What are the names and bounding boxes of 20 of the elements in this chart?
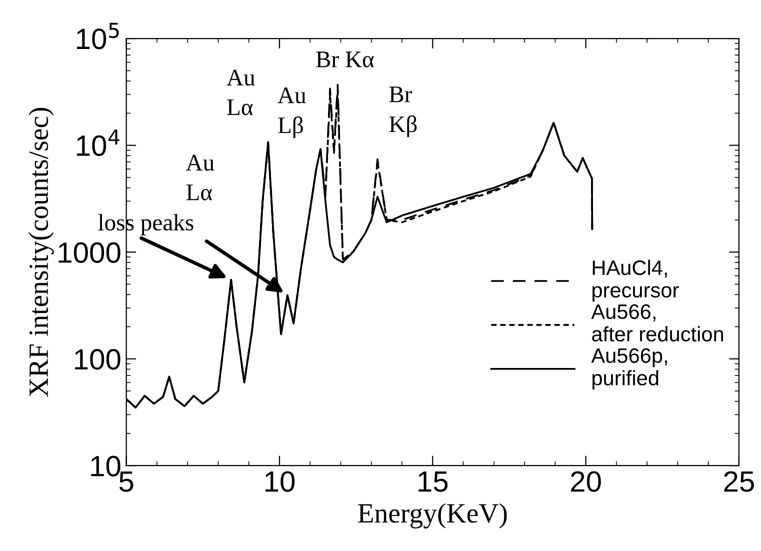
x-axis-title: Energy(KeV): [358, 503, 507, 528]
legend-label: HAuCl4, precursor: [592, 260, 679, 302]
annotation: Br Kβ: [389, 86, 417, 138]
y-tick-label: 10$^{5}$: [77, 22, 119, 50]
x-tick-label: 15: [418, 472, 448, 492]
legend-label: Au566, after reduction: [591, 304, 724, 342]
legend-label: Au566p, purified: [591, 348, 667, 390]
x-tick-label: 25: [724, 471, 754, 492]
annotation: Au Lβ: [278, 88, 306, 138]
y-tick-label: 1000: [58, 242, 120, 263]
annotation: Au Lα: [226, 70, 255, 116]
y-tick-label: 10$^{4}$: [77, 130, 120, 156]
x-tick-label: 20: [571, 471, 601, 492]
y-tick-label: 10: [91, 456, 120, 476]
y-tick-label: 100: [75, 349, 120, 370]
x-tick-label: 5: [119, 472, 134, 492]
annotation: Au Lα: [186, 154, 214, 200]
x-tick-label: 10: [265, 471, 295, 492]
annotation: Br Kα: [316, 52, 374, 68]
y-axis-title: XRF intensity(counts/sec): [28, 108, 54, 397]
